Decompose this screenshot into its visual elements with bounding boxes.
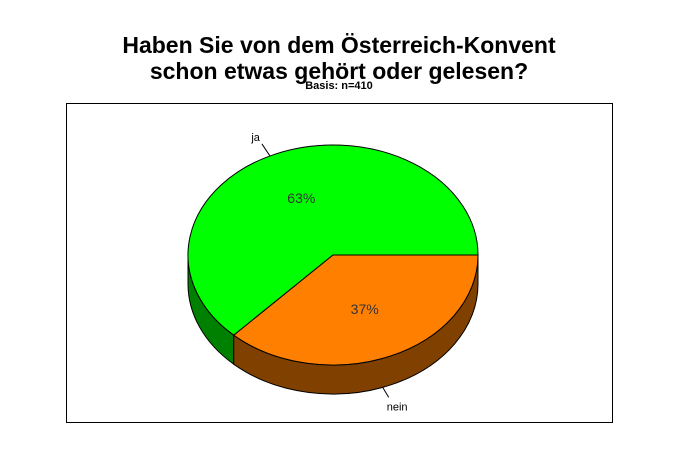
category-label-nein: nein [387, 401, 408, 413]
leader-line-nein [382, 387, 390, 398]
chart-title-line-1: Haben Sie von dem Österreich-Konvent [122, 32, 556, 58]
category-label-ja: ja [250, 132, 260, 144]
chart-subtitle: Basis: n=410 [305, 80, 373, 92]
leader-line-ja [261, 143, 271, 157]
value-label-ja: 63% [287, 190, 315, 206]
chart-title-line-2: schon etwas gehört oder gelesen? [149, 58, 529, 84]
pie-slice-nein [232, 254, 479, 366]
value-label-nein: 37% [351, 301, 379, 317]
pie-slice-ja [187, 144, 479, 336]
